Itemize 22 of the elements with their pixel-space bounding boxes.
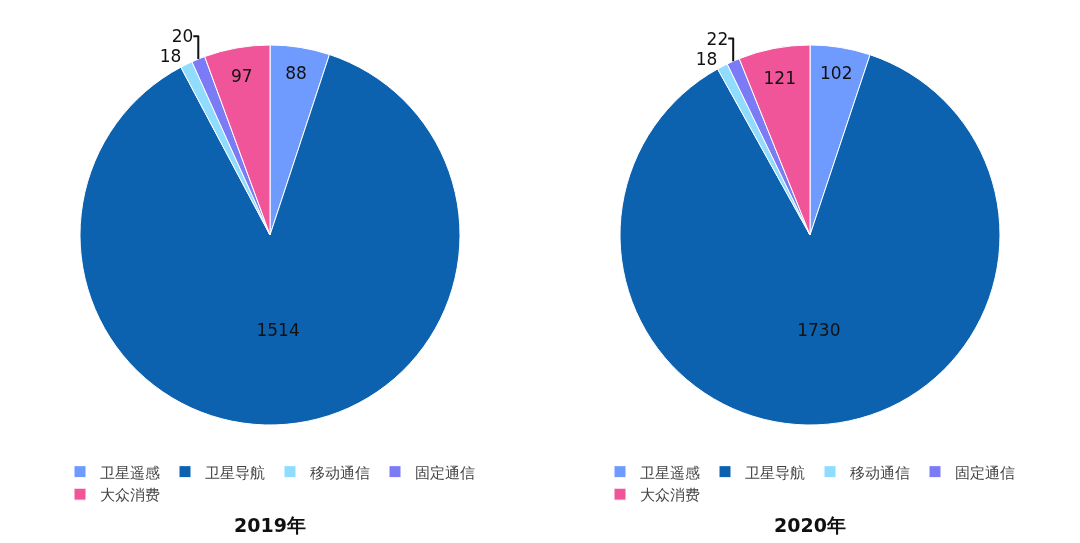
data-label: 1730 <box>797 319 841 340</box>
legend-label: 卫星遥感 <box>100 463 160 482</box>
data-label: 102 <box>819 63 853 84</box>
data-label: 22 <box>706 28 729 49</box>
legend-label: 卫星导航 <box>205 463 265 482</box>
legend-label: 固定通信 <box>415 463 475 482</box>
data-label: 88 <box>285 63 307 84</box>
data-label: 1514 <box>256 319 300 340</box>
legend-label: 卫星遥感 <box>640 463 700 482</box>
data-label: 20 <box>171 26 194 47</box>
legend-label: 固定通信 <box>955 463 1015 482</box>
data-label: 97 <box>230 65 253 86</box>
legend-label: 移动通信 <box>310 463 370 482</box>
text: 2019年 <box>234 514 306 537</box>
text: 2020年 <box>774 514 846 537</box>
legend-label: 大众消费 <box>100 486 160 504</box>
data-label: 18 <box>695 48 718 69</box>
data-label: 121 <box>763 68 796 89</box>
legend-label: 大众消费 <box>640 486 700 504</box>
data-label: 18 <box>159 46 182 67</box>
legend-label: 移动通信 <box>850 463 910 482</box>
legend-label: 卫星导航 <box>745 463 805 482</box>
